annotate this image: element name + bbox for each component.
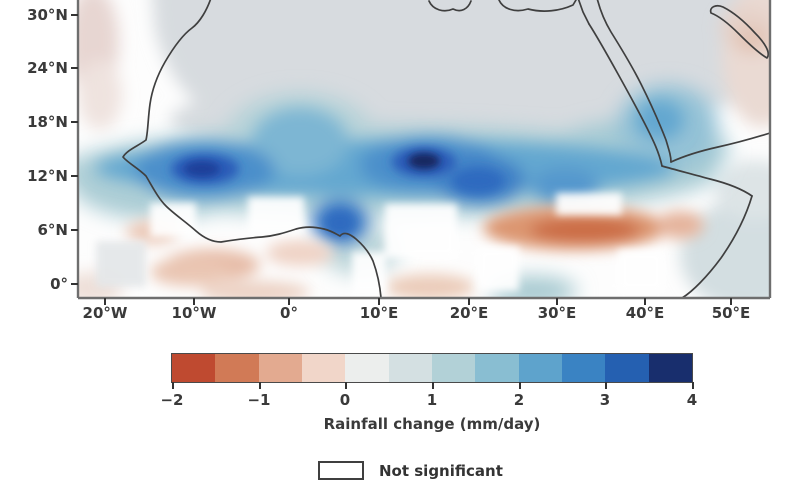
gulf-of-aden-coastline [661, 165, 753, 197]
not-significant-patches [96, 193, 664, 294]
colorbar-tickmark [345, 382, 347, 389]
not-significant-label: Not significant [379, 461, 503, 480]
axis-ticks [71, 14, 732, 305]
cyprus-anatolia-coastline [498, 0, 577, 12]
xaxis-tick-20e: 20°E [449, 304, 489, 322]
colorbar-tick-m1: −1 [247, 391, 271, 409]
colorbar-segment [258, 354, 302, 382]
persian-gulf-coastline [709, 4, 770, 59]
colorbar-segment [388, 354, 432, 382]
levant-coastline [577, 0, 590, 25]
colorbar-tick-4: 4 [686, 391, 698, 409]
red-sea-west-shore [588, 23, 663, 167]
yaxis-tick-30n: 30°N [27, 6, 68, 24]
colorbar-tickmark [432, 382, 434, 389]
colorbar-tick-2: 2 [513, 391, 525, 409]
yaxis-tick-18n: 18°N [27, 113, 68, 131]
colorbar-segment [215, 354, 259, 382]
colorbar-tick-3: 3 [599, 391, 611, 409]
yaxis-tick-6n: 6°N [37, 221, 69, 239]
colorbar-segment [475, 354, 519, 382]
colorbar-segment [345, 354, 389, 382]
red-sea-east-shore [596, 0, 672, 163]
xaxis-tick-10w: 10°W [171, 304, 217, 322]
colorbar-segment [648, 354, 692, 382]
colorbar-segment [301, 354, 346, 382]
somalia-east-coastline [681, 195, 753, 298]
dark-navy-cores [184, 153, 440, 177]
colorbar [171, 353, 693, 383]
yaxis-tick-0: 0° [50, 275, 68, 293]
colorbar-segment [518, 354, 562, 382]
colorbar-tick-m2: −2 [160, 391, 184, 409]
yaxis-tick-24n: 24°N [27, 59, 68, 77]
not-significant-legend: Not significant [318, 461, 503, 480]
colorbar-segment [172, 354, 216, 382]
yaxis-tick-12n: 12°N [27, 167, 68, 185]
colorbar-tickmark [692, 382, 694, 389]
xaxis-tick-50e: 50°E [711, 304, 751, 322]
colorbar-tick-1: 1 [426, 391, 438, 409]
colorbar-tickmark [519, 382, 521, 389]
arabia-south-coastline [670, 132, 770, 163]
not-significant-swatch [318, 461, 364, 480]
coastlines [122, 0, 770, 298]
colorbar-tick-0: 0 [339, 391, 351, 409]
colorbar-segment [605, 354, 649, 382]
colorbar-label: Rainfall change (mm/day) [323, 415, 541, 433]
colorbar-segment [561, 354, 606, 382]
drying-blobs [126, 206, 704, 298]
colorbar-tickmark [172, 382, 174, 389]
xaxis-tick-0: 0° [280, 304, 298, 322]
xaxis-tick-20w: 20°W [82, 304, 128, 322]
colorbar-tickmark [605, 382, 607, 389]
colorbar-segment [431, 354, 476, 382]
map-field [78, 0, 770, 298]
xaxis-tick-10e: 10°E [359, 304, 399, 322]
xaxis-tick-30e: 30°E [537, 304, 577, 322]
crete-coastline [428, 0, 472, 12]
colorbar-tickmark [259, 382, 261, 389]
xaxis-tick-40e: 40°E [625, 304, 665, 322]
west-africa-coastline [122, 0, 382, 298]
africa-rainfall-map [71, 0, 772, 305]
